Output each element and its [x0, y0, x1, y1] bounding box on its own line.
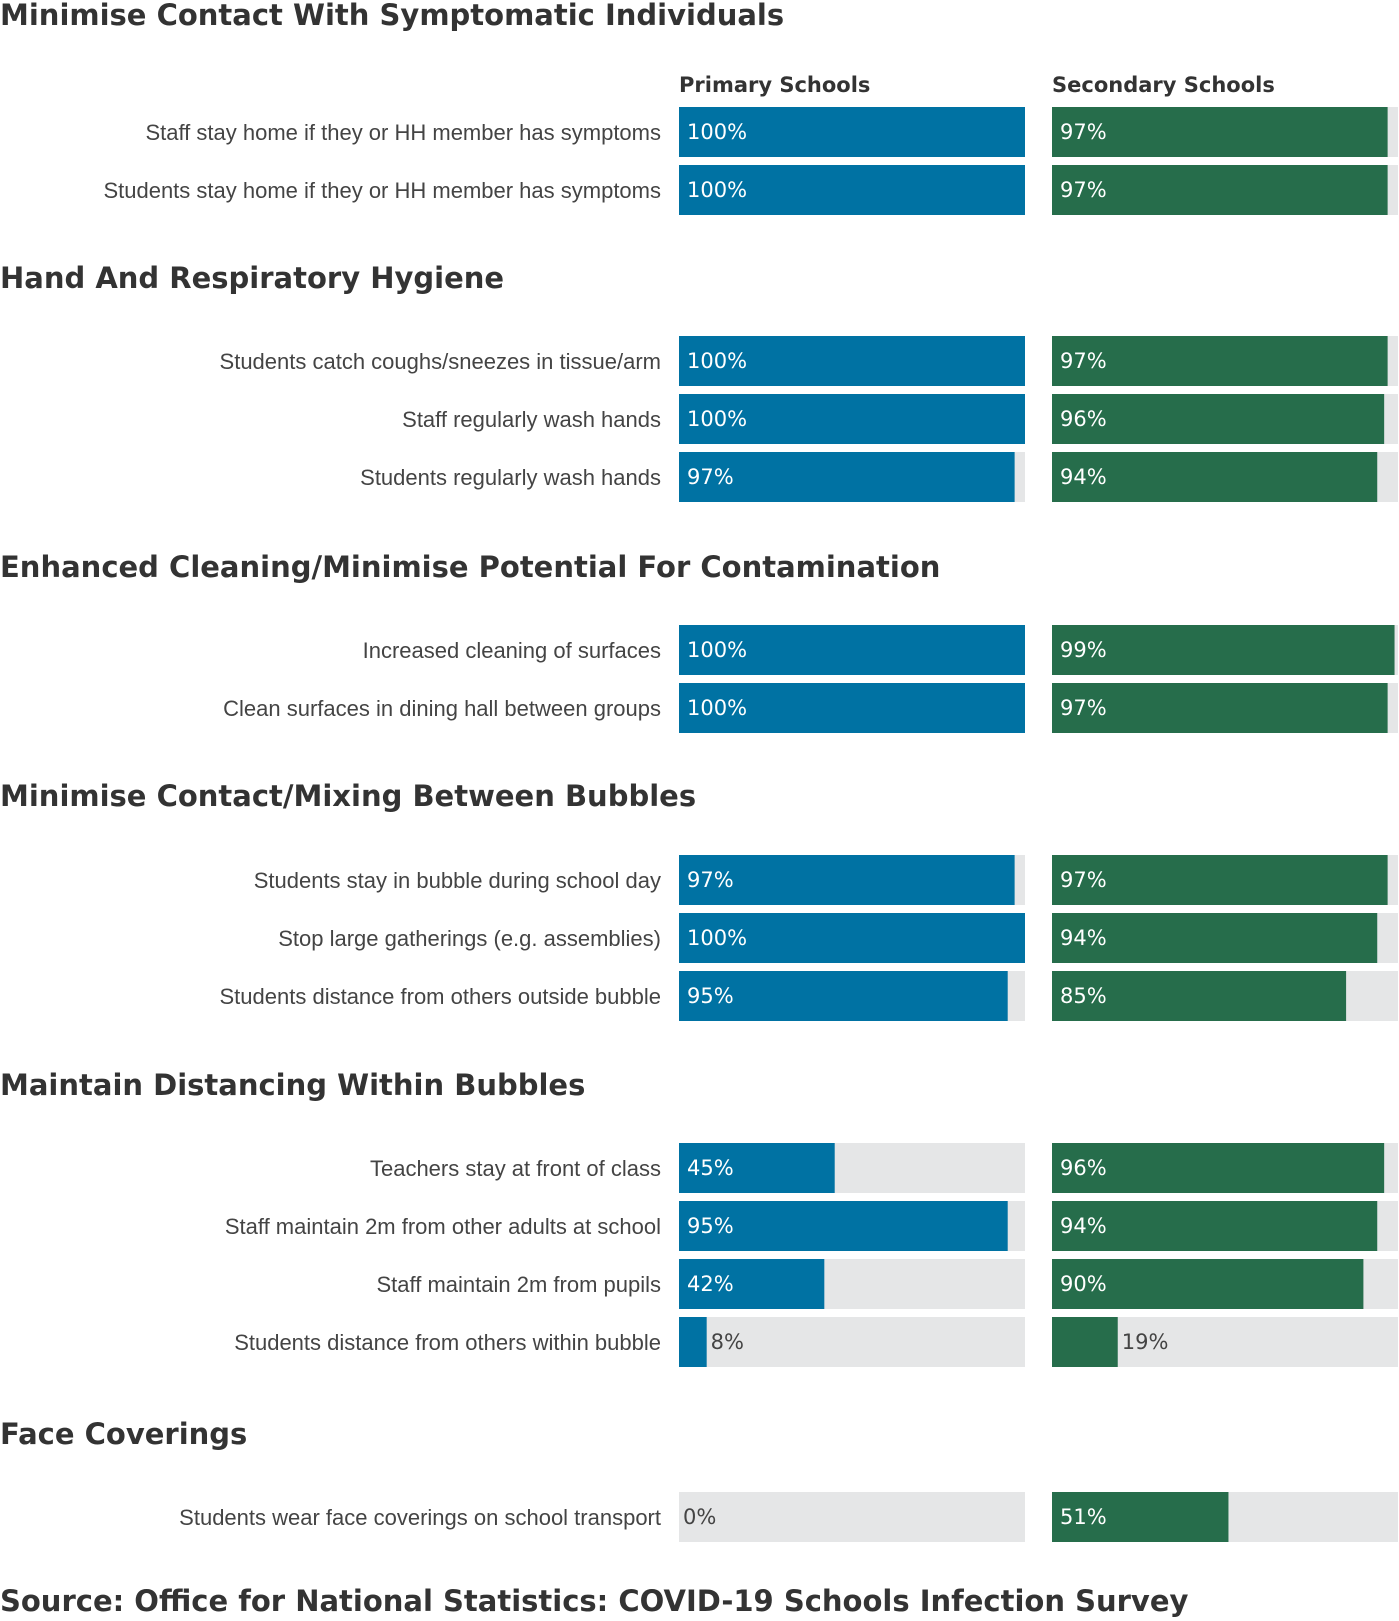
row-label: Clean surfaces in dining hall between gr… — [223, 696, 661, 721]
data-label: 0% — [683, 1505, 716, 1529]
secondary-bar — [1052, 107, 1388, 157]
data-label: 97% — [687, 465, 734, 489]
secondary-bar — [1052, 913, 1378, 963]
data-label: 85% — [1060, 984, 1107, 1008]
primary-bar — [679, 971, 1008, 1021]
data-label: 94% — [1060, 465, 1107, 489]
section-title: Face Coverings — [0, 1417, 247, 1451]
primary-bar — [679, 165, 1025, 215]
secondary-bar — [1052, 1492, 1229, 1542]
data-label: 100% — [687, 407, 747, 431]
primary-bar — [679, 1143, 835, 1193]
data-label: 97% — [1060, 178, 1107, 202]
data-label: 97% — [1060, 696, 1107, 720]
source-note: Source: Office for National Statistics: … — [0, 1584, 1188, 1618]
secondary-bar — [1052, 394, 1385, 444]
data-label: 45% — [687, 1156, 734, 1180]
section-title: Hand And Respiratory Hygiene — [0, 261, 504, 295]
secondary-schools-header: Secondary Schools — [1052, 73, 1275, 97]
data-label: 100% — [687, 696, 747, 720]
row-label: Students stay home if they or HH member … — [103, 178, 661, 203]
secondary-bar — [1052, 1201, 1378, 1251]
row-label: Students wear face coverings on school t… — [179, 1505, 661, 1530]
secondary-bar — [1052, 452, 1378, 502]
primary-schools-header: Primary Schools — [679, 73, 870, 97]
data-label: 100% — [687, 178, 747, 202]
data-label: 95% — [687, 984, 734, 1008]
data-label: 100% — [687, 926, 747, 950]
primary-bar — [679, 1259, 825, 1309]
secondary-bar — [1052, 1259, 1364, 1309]
row-label: Students catch coughs/sneezes in tissue/… — [220, 349, 661, 374]
primary-bar — [679, 683, 1025, 733]
data-label: 51% — [1060, 1505, 1107, 1529]
bar-track — [679, 1317, 1025, 1367]
data-label: 97% — [1060, 868, 1107, 892]
row-label: Stop large gatherings (e.g. assemblies) — [278, 926, 661, 951]
row-label: Students distance from others within bub… — [234, 1330, 661, 1355]
data-label: 95% — [687, 1214, 734, 1238]
data-label: 42% — [687, 1272, 734, 1296]
primary-bar — [679, 1317, 707, 1367]
row-label: Staff regularly wash hands — [402, 407, 661, 432]
secondary-bar — [1052, 855, 1388, 905]
data-label: 100% — [687, 638, 747, 662]
data-label: 8% — [711, 1330, 744, 1354]
row-label: Staff maintain 2m from other adults at s… — [225, 1214, 661, 1239]
data-label: 100% — [687, 120, 747, 144]
primary-bar — [679, 452, 1015, 502]
section-title: Minimise Contact/Mixing Between Bubbles — [0, 779, 696, 813]
secondary-bar — [1052, 1317, 1118, 1367]
data-label: 96% — [1060, 1156, 1107, 1180]
row-label: Students stay in bubble during school da… — [254, 868, 661, 893]
secondary-bar — [1052, 971, 1347, 1021]
secondary-bar — [1052, 336, 1388, 386]
secondary-bar — [1052, 683, 1388, 733]
data-label: 97% — [687, 868, 734, 892]
primary-bar — [679, 625, 1025, 675]
data-label: 90% — [1060, 1272, 1107, 1296]
primary-bar — [679, 394, 1025, 444]
row-label: Staff stay home if they or HH member has… — [145, 120, 661, 145]
data-label: 96% — [1060, 407, 1107, 431]
primary-bar — [679, 1201, 1008, 1251]
primary-bar — [679, 336, 1025, 386]
secondary-bar — [1052, 1143, 1385, 1193]
data-label: 99% — [1060, 638, 1107, 662]
data-label: 94% — [1060, 1214, 1107, 1238]
section-title: Enhanced Cleaning/Minimise Potential For… — [0, 550, 940, 584]
data-label: 97% — [1060, 120, 1107, 144]
section-title: Maintain Distancing Within Bubbles — [0, 1068, 585, 1102]
row-label: Staff maintain 2m from pupils — [377, 1272, 662, 1297]
data-label: 97% — [1060, 349, 1107, 373]
data-label: 19% — [1122, 1330, 1169, 1354]
row-label: Increased cleaning of surfaces — [363, 638, 661, 663]
primary-bar — [679, 913, 1025, 963]
data-label: 100% — [687, 349, 747, 373]
primary-bar — [679, 855, 1015, 905]
bar-track — [679, 1492, 1025, 1542]
row-label: Teachers stay at front of class — [370, 1156, 661, 1181]
row-label: Students regularly wash hands — [360, 465, 661, 490]
data-label: 94% — [1060, 926, 1107, 950]
row-label: Students distance from others outside bu… — [220, 984, 662, 1009]
secondary-bar — [1052, 165, 1388, 215]
secondary-bar — [1052, 625, 1395, 675]
section-title: Minimise Contact With Symptomatic Indivi… — [0, 0, 784, 32]
primary-bar — [679, 107, 1025, 157]
